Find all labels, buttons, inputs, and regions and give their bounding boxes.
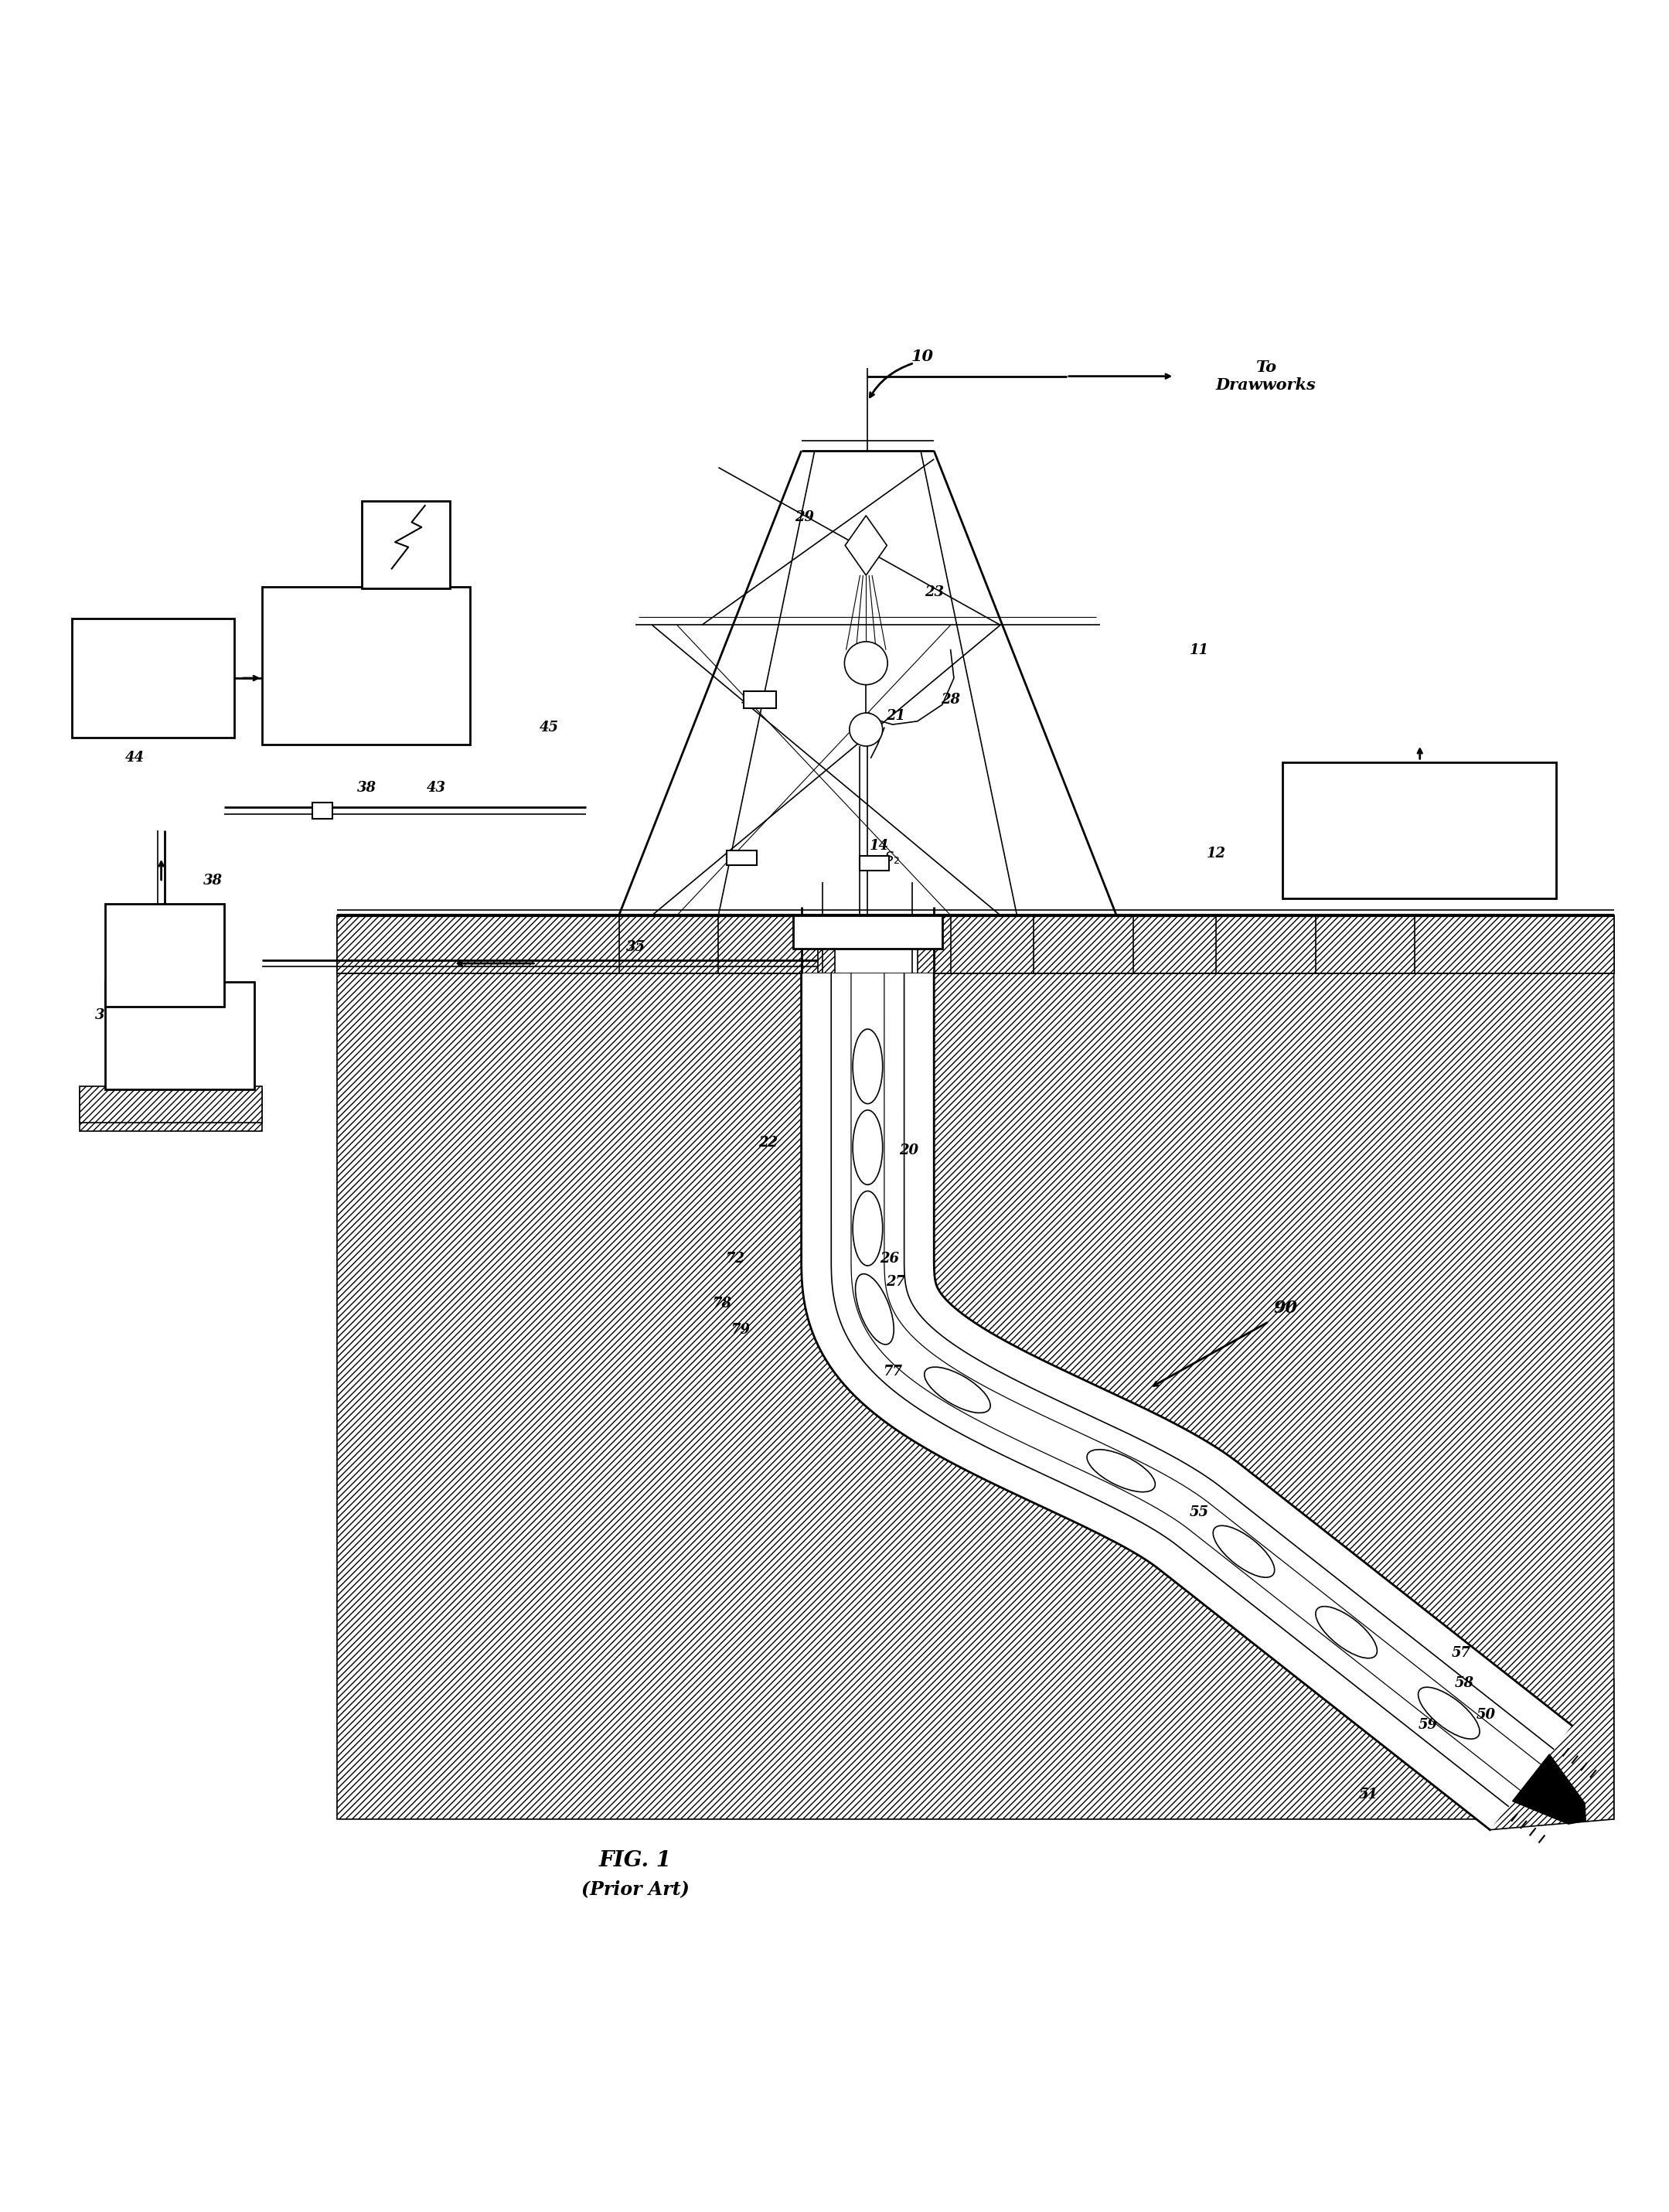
Text: 77: 77 (883, 1365, 903, 1378)
Text: Control
Unit: Control Unit (335, 646, 399, 677)
Text: Alarm: Alarm (127, 670, 179, 686)
Text: 79: 79 (731, 1323, 749, 1336)
Ellipse shape (1087, 1449, 1155, 1491)
Bar (105, 982, 254, 1091)
Text: 10: 10 (911, 349, 933, 365)
Text: 32: 32 (112, 1053, 132, 1066)
Bar (860, 856, 890, 872)
Bar (337, 916, 1614, 1818)
Text: 43: 43 (427, 781, 446, 794)
Bar (80, 1091, 262, 1130)
Polygon shape (845, 515, 886, 575)
Text: 45: 45 (539, 721, 559, 734)
Text: 28: 28 (941, 692, 960, 706)
Text: 72: 72 (726, 1252, 744, 1265)
Text: $S_2$: $S_2$ (885, 849, 900, 865)
Ellipse shape (853, 1029, 883, 1104)
Text: To
Drawworks: To Drawworks (1215, 361, 1315, 394)
Polygon shape (801, 973, 1614, 1829)
Text: 35: 35 (626, 940, 646, 953)
Text: 22: 22 (758, 1135, 778, 1150)
Text: 27: 27 (886, 1274, 906, 1290)
Text: 11: 11 (1190, 644, 1208, 657)
Text: 26: 26 (880, 1252, 900, 1265)
Ellipse shape (856, 1274, 895, 1345)
Bar (72, 619, 234, 739)
Text: 55: 55 (1190, 1506, 1208, 1520)
Text: 90: 90 (1273, 1301, 1297, 1316)
Text: 42: 42 (414, 531, 432, 544)
Text: 14: 14 (870, 838, 890, 852)
Text: 30: 30 (1487, 827, 1505, 841)
Text: (Prior Art): (Prior Art) (581, 1880, 689, 1898)
Text: 58: 58 (1455, 1677, 1474, 1690)
Ellipse shape (1419, 1688, 1480, 1739)
Text: 38: 38 (357, 781, 377, 794)
Polygon shape (801, 973, 1572, 1829)
Text: 44: 44 (125, 750, 145, 765)
Circle shape (845, 641, 888, 686)
Ellipse shape (925, 1367, 990, 1413)
Text: 31: 31 (95, 1009, 115, 1022)
Text: FIG. 1: FIG. 1 (599, 1849, 673, 1871)
Text: 12: 12 (1207, 847, 1225, 860)
Text: $S_3$: $S_3$ (733, 847, 748, 863)
Ellipse shape (1213, 1526, 1275, 1577)
Polygon shape (337, 973, 1614, 1818)
Text: 29: 29 (794, 511, 814, 524)
Bar (935, 916, 1614, 973)
Bar (337, 916, 834, 973)
Bar (312, 803, 332, 818)
Ellipse shape (853, 1190, 883, 1265)
Bar (80, 1086, 262, 1121)
Text: Drawworks: Drawworks (1367, 821, 1474, 838)
Text: 34: 34 (182, 978, 200, 991)
Bar (362, 500, 449, 588)
Bar (743, 692, 776, 708)
Circle shape (850, 712, 883, 745)
Bar (105, 905, 224, 1006)
Text: $S_1$: $S_1$ (741, 692, 756, 708)
Bar (1282, 763, 1556, 898)
Text: 59: 59 (1419, 1719, 1437, 1732)
Text: 23: 23 (925, 584, 943, 599)
Bar (793, 916, 943, 949)
Text: 38: 38 (204, 874, 222, 887)
Text: 51: 51 (1359, 1787, 1379, 1801)
Text: 40: 40 (294, 664, 314, 677)
Polygon shape (1512, 1754, 1586, 1825)
Text: 57: 57 (1452, 1646, 1470, 1661)
Text: 20: 20 (900, 1144, 920, 1157)
Ellipse shape (853, 1110, 883, 1186)
Bar (262, 586, 469, 745)
Ellipse shape (1315, 1606, 1377, 1659)
Bar (726, 852, 756, 865)
Bar (918, 916, 1614, 973)
Text: 21: 21 (886, 710, 906, 723)
Bar (337, 916, 818, 973)
Text: 78: 78 (713, 1296, 731, 1310)
Text: 50: 50 (1477, 1708, 1495, 1721)
